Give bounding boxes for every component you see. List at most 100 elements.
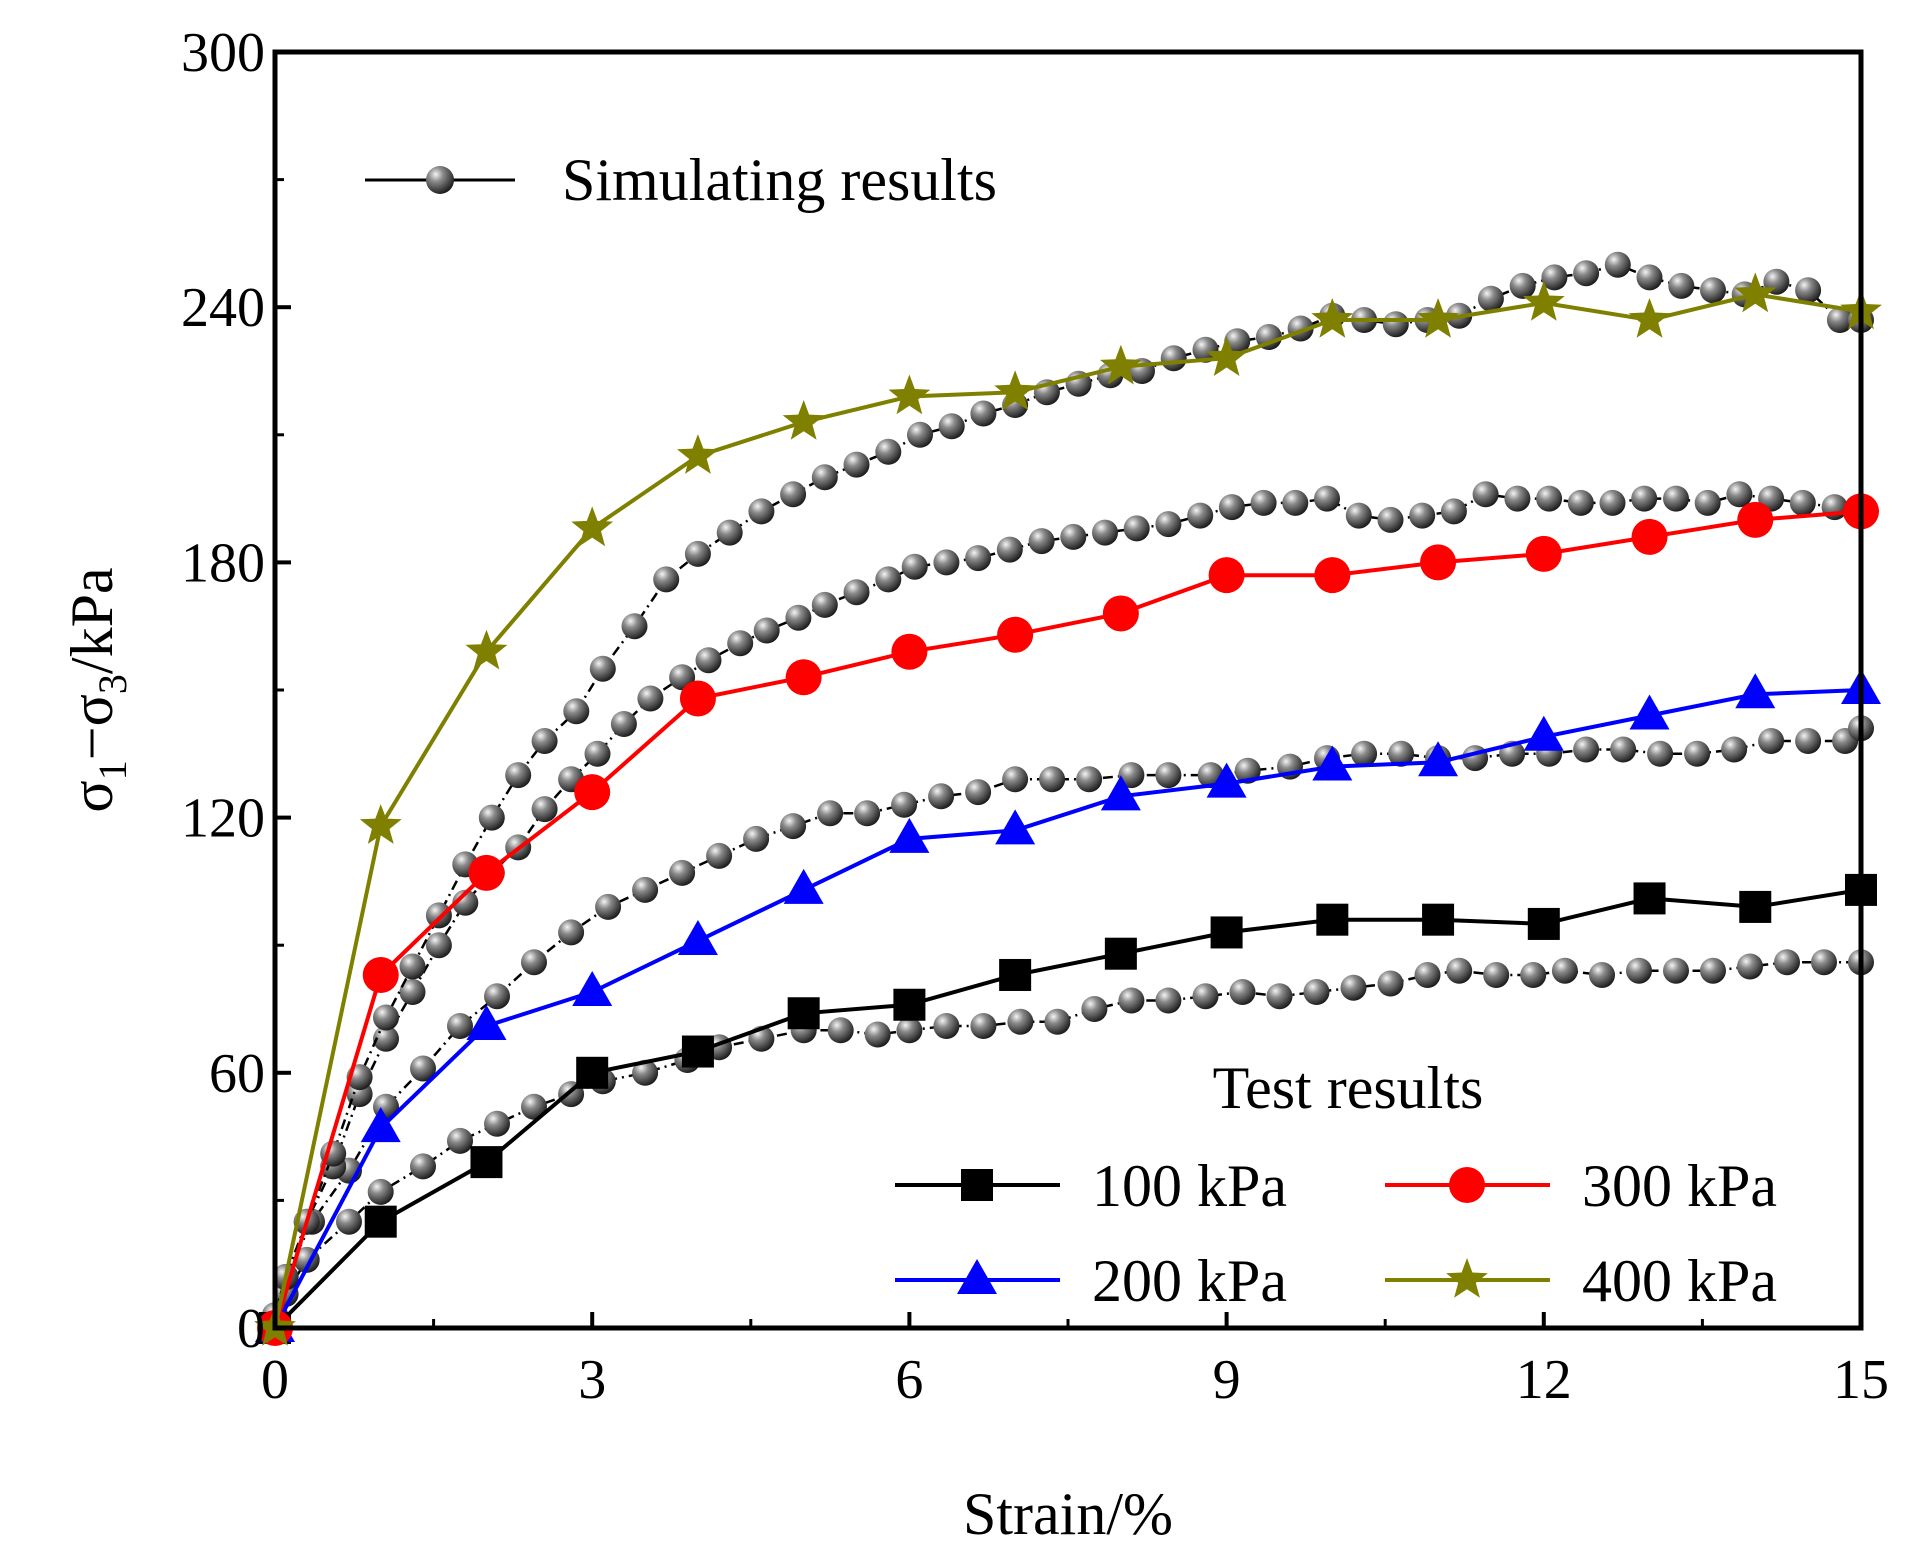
test-point-triangle bbox=[1418, 741, 1459, 777]
simulating-point bbox=[447, 1013, 473, 1039]
simulating-point bbox=[1340, 974, 1367, 1001]
test-point-circle bbox=[1631, 518, 1668, 555]
simulating-point bbox=[684, 540, 711, 567]
simulating-point bbox=[1002, 766, 1029, 793]
legend-label: 400 kPa bbox=[1582, 1248, 1777, 1314]
simulating-point bbox=[891, 791, 918, 818]
simulating-point bbox=[584, 740, 611, 767]
simulating-point bbox=[1409, 502, 1436, 529]
test-point-star bbox=[1099, 344, 1142, 385]
test-point-square bbox=[1422, 903, 1455, 936]
x-tick-label: 6 bbox=[895, 1349, 923, 1411]
legend-test: Test results 100 kPa 300 kPa 200 kPa 400 kP… bbox=[895, 1055, 1777, 1314]
y-tick-label: 60 bbox=[209, 1043, 265, 1105]
simulating-point bbox=[531, 728, 558, 754]
legend-test-items: 100 kPa 300 kPa 200 kPa 400 kPa bbox=[895, 1153, 1777, 1314]
test-point-triangle bbox=[1735, 673, 1776, 709]
test-line bbox=[273, 292, 1862, 1329]
simulating-point bbox=[1551, 957, 1578, 984]
simulating-point bbox=[1229, 979, 1256, 1005]
test-point-triangle bbox=[1629, 694, 1670, 730]
test-series-200-kpa bbox=[255, 669, 1881, 1342]
simulating-point bbox=[1007, 1008, 1034, 1035]
test-point-circle bbox=[1420, 544, 1457, 581]
test-point-triangle bbox=[677, 919, 718, 955]
simulating-point bbox=[637, 685, 664, 712]
test-point-square bbox=[1316, 903, 1349, 936]
simulating-point bbox=[1282, 489, 1309, 516]
simulating-point bbox=[563, 698, 590, 725]
test-point-triangle bbox=[783, 868, 824, 904]
test-point-star bbox=[359, 804, 402, 844]
simulating-point bbox=[854, 800, 881, 827]
simulating-point bbox=[1462, 745, 1489, 772]
simulating-point bbox=[1567, 489, 1594, 516]
simulating-point bbox=[1668, 272, 1695, 299]
y-axis-title: σ1−σ3/kPa bbox=[59, 567, 135, 812]
test-point-triangle bbox=[1206, 762, 1247, 798]
simulating-point bbox=[1536, 485, 1563, 512]
y-axis-title-unit: /kPa bbox=[59, 567, 125, 674]
test-point-star bbox=[1205, 336, 1248, 376]
simulating-point bbox=[1192, 983, 1219, 1010]
simulating-point bbox=[1684, 740, 1711, 767]
simulating-point bbox=[1155, 511, 1182, 538]
y-tick-label: 240 bbox=[181, 277, 265, 339]
test-point-square bbox=[1104, 937, 1137, 970]
simulating-point bbox=[1509, 272, 1536, 299]
simulating-point bbox=[1118, 762, 1145, 789]
test-point-circle bbox=[1208, 557, 1245, 594]
simulating-point bbox=[1382, 311, 1409, 338]
y-tick-label: 180 bbox=[181, 532, 265, 594]
simulating-point bbox=[1737, 953, 1763, 980]
simulating-point bbox=[896, 1017, 923, 1044]
test-series-100-kpa bbox=[259, 873, 1877, 1344]
simulating-point bbox=[875, 566, 902, 593]
simulating-point bbox=[1573, 736, 1600, 763]
simulating-point bbox=[1351, 740, 1378, 767]
test-point-circle bbox=[468, 854, 505, 891]
simulating-point bbox=[410, 1153, 436, 1180]
x-tick-label: 12 bbox=[1516, 1349, 1572, 1411]
legend-test-title: Test results bbox=[1213, 1055, 1484, 1121]
test-series-layer bbox=[254, 272, 1882, 1346]
simulating-point bbox=[933, 549, 960, 576]
simulating-point bbox=[864, 1021, 891, 1048]
simulating-point bbox=[695, 647, 722, 674]
simulating-point bbox=[970, 400, 997, 427]
test-point-circle bbox=[1525, 535, 1562, 572]
simulating-point bbox=[1599, 489, 1626, 516]
simulating-point bbox=[367, 1178, 394, 1205]
legend-simulating-label: Simulating results bbox=[562, 147, 997, 213]
simulating-point bbox=[1636, 264, 1663, 291]
y-tick-label: 0 bbox=[237, 1298, 265, 1360]
y-axis-title-sigma3: σ bbox=[59, 694, 125, 726]
test-point-circle bbox=[679, 680, 716, 717]
simulating-point bbox=[1155, 987, 1182, 1014]
test-point-star bbox=[1417, 298, 1459, 338]
legend-item-300-kpa: 300 kPa bbox=[1385, 1153, 1777, 1219]
simulating-point bbox=[1345, 502, 1372, 529]
simulating-point bbox=[1266, 983, 1293, 1010]
simulating-point bbox=[928, 783, 955, 810]
simulating-point bbox=[447, 1127, 473, 1154]
test-point-star bbox=[888, 374, 931, 415]
simulating-point bbox=[1477, 285, 1504, 312]
test-point-circle bbox=[1737, 501, 1774, 538]
simulating-point bbox=[843, 579, 870, 606]
simulating-point bbox=[748, 498, 775, 525]
simulating-series-layer bbox=[262, 251, 1874, 1329]
test-point-square bbox=[1210, 916, 1243, 949]
simulating-point bbox=[632, 1059, 659, 1086]
simulating-point bbox=[827, 1017, 854, 1044]
simulating-point bbox=[1504, 485, 1531, 512]
test-point-square bbox=[576, 1056, 609, 1089]
test-point-square bbox=[364, 1205, 397, 1238]
simulating-point bbox=[1155, 762, 1182, 789]
simulating-point bbox=[753, 617, 780, 644]
y-axis-title-sigma1: σ bbox=[59, 780, 125, 812]
legend-simulating: Simulating results bbox=[365, 147, 997, 213]
simulating-point bbox=[780, 813, 807, 840]
simulating-point bbox=[1758, 728, 1785, 754]
test-point-triangle bbox=[1312, 745, 1353, 781]
